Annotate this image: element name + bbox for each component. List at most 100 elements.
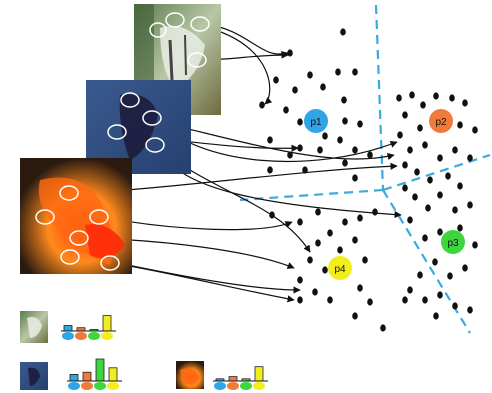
goldfish-thumbnail [176,361,204,389]
histogram-bar [108,367,118,382]
histogram-bin-marker [227,382,239,390]
prototype-circle [328,256,352,280]
feature-point [352,236,358,244]
feature-point [342,159,348,167]
feature-point [462,264,468,272]
feature-point [452,302,458,310]
feature-point [367,151,373,159]
descriptor-arrow [117,262,301,294]
histogram-bar [228,376,238,382]
feature-point [407,146,413,154]
feature-point [327,229,333,237]
histogram-bin-marker [101,332,113,340]
prototype-p2: p2 [429,109,453,133]
feature-point [322,266,328,274]
partition-line-2 [239,188,384,202]
feature-point [409,91,415,99]
feature-point [433,312,439,320]
feature-point [380,324,386,332]
angelfish-thumbnail [20,311,48,343]
feature-point [341,96,347,104]
feature-point [427,176,433,184]
goldfish-photo [20,158,132,274]
feature-point [297,296,303,304]
feature-point [402,161,408,169]
feature-point [352,174,358,182]
feature-point [267,136,273,144]
feature-point [273,76,279,84]
prototype-p3: p3 [441,230,465,254]
feature-point [287,151,293,159]
feature-point [402,296,408,304]
prototype-p1: p1 [304,109,328,133]
feature-point [452,206,458,214]
feature-point [420,101,426,109]
histogram-betta [67,358,122,390]
feature-point [432,258,438,266]
feature-point [297,118,303,126]
feature-point [437,228,443,236]
feature-point [297,218,303,226]
histograms [20,311,268,390]
feature-point [437,191,443,199]
feature-point [362,256,368,264]
descriptor-arrow [157,147,402,219]
feature-point [457,121,463,129]
prototype-label: p2 [435,117,447,128]
histogram-bar [82,371,92,382]
feature-point [407,216,413,224]
histogram-bin-marker [88,332,100,340]
feature-point [447,272,453,280]
feature-point [322,132,328,140]
histogram-bin-marker [75,332,87,340]
feature-point [437,291,443,299]
feature-points [259,28,478,332]
feature-point [367,298,373,306]
feature-point [297,276,303,284]
betta-thumbnail [20,362,48,390]
feature-point [307,71,313,79]
prototype-label: p4 [334,264,346,275]
feature-point [457,182,463,190]
histogram-bar [69,373,79,382]
feature-point [396,94,402,102]
histogram-goldfish [213,366,268,390]
feature-point [422,141,428,149]
feature-point [462,99,468,107]
histogram-bin-marker [107,382,119,390]
feature-point [412,193,418,201]
feature-point [297,144,303,152]
feature-point [259,101,265,109]
prototype-circle [304,109,328,133]
histogram-bin-marker [62,332,74,340]
feature-point [445,172,451,180]
feature-point [302,166,308,174]
feature-point [352,68,358,76]
histogram-bar [102,315,112,332]
feature-point [417,271,423,279]
feature-point [315,239,321,247]
feature-point [472,241,478,249]
histogram-bin-marker [94,382,106,390]
feature-point [337,246,343,254]
prototype-p4: p4 [328,256,352,280]
feature-point [467,201,473,209]
feature-point [342,218,348,226]
histogram-bar [95,358,105,382]
feature-point [357,214,363,222]
feature-point [267,166,273,174]
feature-point [315,208,321,216]
feature-point [433,92,439,100]
feature-point [292,86,298,94]
partition-line-3 [382,153,491,192]
feature-point [425,204,431,212]
feature-point [352,312,358,320]
feature-point [335,68,341,76]
feature-point [402,184,408,192]
prototype-markers: p1 p2 p3 p4 [304,109,465,280]
feature-point [457,224,463,232]
feature-point [307,256,313,264]
feature-point [397,131,403,139]
